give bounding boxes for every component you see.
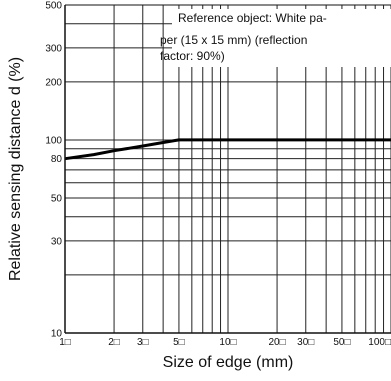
y-axis-title: Relative sensing distance d (%) bbox=[7, 57, 24, 281]
series-layer bbox=[64, 138, 391, 161]
y-tick-label: 30 bbox=[51, 236, 63, 247]
annotation-line-2: per (15 x 15 mm) (reflection bbox=[160, 33, 307, 47]
annotation-background bbox=[172, 9, 391, 67]
x-tick-label: 100□ bbox=[368, 337, 391, 348]
y-tick-label: 100 bbox=[45, 135, 62, 146]
x-tick-label: 50□ bbox=[333, 337, 350, 348]
x-tick-label: 3□ bbox=[137, 337, 149, 348]
y-tick-label: 500 bbox=[45, 1, 62, 12]
y-tick-label: 80 bbox=[51, 154, 63, 165]
x-tick-label: 2□ bbox=[108, 337, 120, 348]
x-tick-label: 20□ bbox=[268, 337, 285, 348]
y-tick-labels: 10 30 50 80 100 200 300 500 bbox=[45, 1, 62, 340]
y-tick-label: 200 bbox=[45, 77, 62, 88]
x-tick-label: 5□ bbox=[173, 337, 185, 348]
series-line-0 bbox=[64, 138, 391, 161]
y-tick-label: 50 bbox=[51, 194, 63, 205]
x-axis-title: Size of edge (mm) bbox=[163, 354, 294, 371]
x-tick-label: 10□ bbox=[219, 337, 236, 348]
annotation-line-1: Reference object: White pa- bbox=[178, 11, 327, 25]
annotation-line-3: factor: 90%) bbox=[160, 49, 225, 63]
x-tick-labels: 1□ 2□ 3□ 5□ 10□ 20□ 30□ 50□ 100□ bbox=[59, 337, 391, 348]
x-tick-label: 30□ bbox=[297, 337, 314, 348]
y-tick-label: 300 bbox=[45, 43, 62, 54]
x-tick-label: 1□ bbox=[59, 337, 71, 348]
y-tick-label: 10 bbox=[51, 329, 63, 340]
